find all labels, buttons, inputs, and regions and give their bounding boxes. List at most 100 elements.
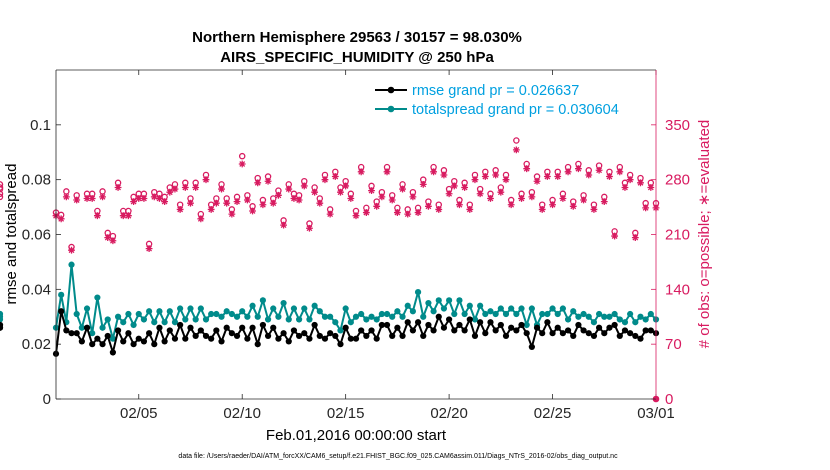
obs-evaluated-marker — [280, 221, 287, 229]
obs-evaluated-marker — [254, 179, 262, 187]
obs-evaluated-marker — [445, 190, 453, 198]
rmse-point — [383, 321, 391, 329]
rmse-point — [254, 341, 261, 348]
rmse-point — [337, 341, 344, 348]
rmse-point — [554, 324, 561, 331]
obs-evaluated-marker — [311, 188, 319, 196]
obs-evaluated-marker — [502, 176, 510, 184]
obs-possible-marker — [0, 193, 4, 201]
rmse-point — [120, 338, 127, 345]
chart-title-line1: Northern Hemisphere 29563 / 30157 = 98.0… — [192, 29, 522, 46]
obs-evaluated-marker — [228, 210, 236, 218]
rmse-point — [301, 330, 308, 337]
rmse-point — [363, 332, 370, 340]
rmse-point — [73, 330, 80, 337]
obs-evaluated-marker — [269, 199, 277, 207]
x-tick-label: 02/25 — [534, 405, 572, 422]
obs-evaluated-marker — [543, 173, 551, 180]
totalspread-point — [259, 297, 266, 304]
rmse-point — [208, 335, 215, 342]
totalspread-point — [223, 308, 230, 315]
obs-evaluated-marker — [440, 171, 448, 179]
rmse-point — [321, 335, 329, 342]
rmse-point — [425, 321, 432, 329]
obs-evaluated-marker — [383, 168, 391, 176]
obs-evaluated-marker — [249, 207, 256, 215]
obs-evaluated-marker — [456, 201, 463, 209]
totalspread-point — [611, 310, 618, 318]
rmse-point — [156, 324, 163, 331]
obs-evaluated-marker — [212, 199, 220, 207]
obs-evaluated-marker — [466, 206, 474, 213]
obs-count-markers — [0, 138, 660, 403]
totalspread-point — [570, 308, 577, 315]
rmse-point — [399, 332, 406, 340]
totalspread-point — [140, 316, 148, 323]
totalspread-point — [73, 310, 80, 318]
obs-evaluated-marker — [512, 146, 520, 154]
totalspread-point — [192, 316, 199, 323]
totalspread-point — [580, 310, 587, 318]
rmse-point — [549, 330, 556, 337]
obs-evaluated-marker — [631, 234, 639, 242]
obs-evaluated-marker — [637, 179, 644, 187]
obs-evaluated-marker — [145, 245, 153, 252]
rmse-point — [239, 324, 246, 331]
totalspread-point — [264, 316, 272, 323]
rmse-point — [440, 324, 448, 331]
obs-evaluated-marker — [585, 171, 593, 179]
obs-evaluated-marker — [409, 193, 417, 201]
rmse-point — [197, 327, 204, 334]
y-right-tick-label: 210 — [665, 227, 690, 244]
totalspread-point — [414, 288, 422, 296]
totalspread-point — [285, 316, 292, 323]
obs-evaluated-marker — [207, 206, 215, 213]
legend: rmse grand pr = 0.026637 totalspread gra… — [375, 83, 619, 118]
obs-evaluated-marker — [461, 184, 469, 191]
obs-evaluated-marker — [580, 196, 587, 204]
rmse-point — [358, 327, 365, 334]
obs-evaluated-marker — [507, 201, 515, 209]
y-right-tick-label: 140 — [665, 281, 690, 298]
series-lines — [0, 261, 660, 357]
rmse-point — [637, 335, 644, 342]
obs-evaluated-marker — [73, 196, 81, 204]
rmse-point — [352, 335, 360, 342]
rmse-point — [83, 324, 91, 331]
totalspread-point — [218, 313, 225, 320]
y-left-ticks: 0 0.02 0.04 0.06 0.08 0.1 — [22, 117, 61, 408]
totalspread-point — [306, 316, 313, 323]
totalspread-point — [182, 316, 189, 323]
totalspread-point — [378, 310, 385, 318]
rmse-point — [435, 313, 442, 320]
rmse-point — [347, 335, 354, 342]
obs-evaluated-marker — [642, 204, 650, 212]
rmse-point — [296, 332, 303, 340]
obs-evaluated-marker — [202, 176, 210, 184]
totalspread-point — [456, 297, 463, 304]
obs-evaluated-marker — [533, 177, 541, 185]
totalspread-point — [596, 310, 603, 318]
obs-evaluated-marker — [352, 212, 360, 220]
rmse-point — [140, 338, 148, 345]
totalspread-point — [109, 335, 116, 342]
y-right-tick-label: 280 — [665, 172, 690, 189]
rmse-point — [316, 332, 323, 340]
totalspread-point — [590, 319, 598, 326]
x-tick-label: 02/10 — [223, 405, 261, 422]
y-left-axis-label: rmse and totalspread — [3, 164, 20, 305]
obs-evaluated-marker — [223, 199, 231, 207]
obs-evaluated-marker — [238, 160, 246, 168]
rmse-point — [559, 330, 566, 337]
rmse-point — [539, 330, 546, 337]
y-right-axis-label: # of obs: o=possible; ∗=evaluated — [696, 120, 713, 349]
rmse-point — [109, 349, 116, 356]
rmse-point — [487, 319, 494, 326]
obs-evaluated-marker — [290, 195, 298, 202]
rmse-point — [590, 332, 598, 340]
totalspread-point — [239, 308, 246, 315]
obs-evaluated-marker — [388, 196, 396, 204]
rmse-point — [404, 319, 411, 326]
rmse-point — [78, 338, 85, 345]
rmse-point — [601, 330, 608, 337]
